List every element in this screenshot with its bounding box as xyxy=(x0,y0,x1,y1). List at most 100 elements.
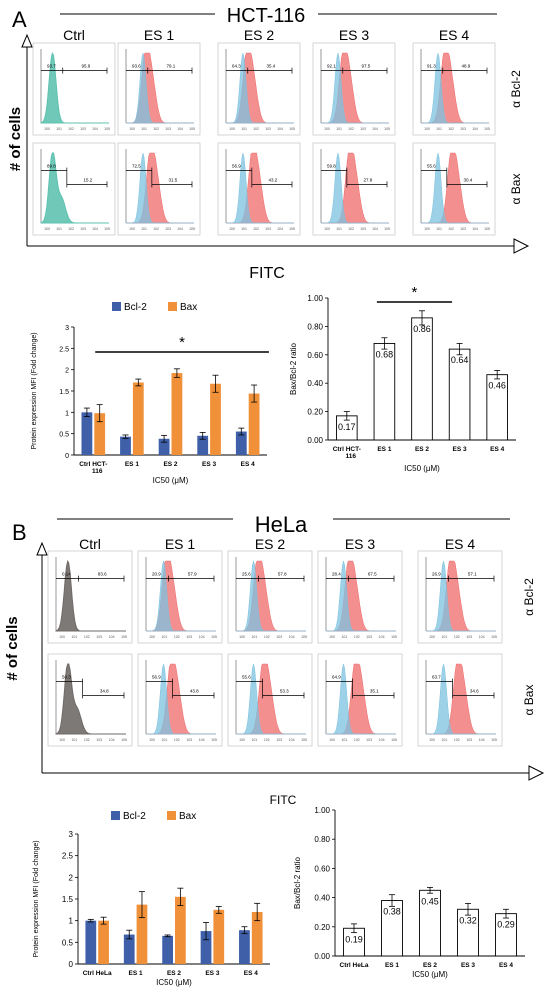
histogram-tick-label: 104 xyxy=(92,127,98,131)
category-label: ES 1 xyxy=(385,962,399,969)
histogram-tick-label: 101 xyxy=(336,127,342,131)
data-label: 0.38 xyxy=(383,907,401,917)
histogram-tick-label: 100 xyxy=(59,738,65,742)
x-axis-label: IC50 (μM) xyxy=(412,970,448,979)
category-label: ES 4 xyxy=(499,962,513,969)
gate-value: 50.3 xyxy=(62,675,71,680)
histogram-tick-label: 102 xyxy=(84,635,90,639)
histogram-tick-label: 105 xyxy=(484,127,490,131)
histogram-tick-label: 102 xyxy=(174,738,180,742)
bar-bax xyxy=(175,896,186,964)
y-tick-label: 2 xyxy=(69,873,74,882)
histogram-tick-label: 104 xyxy=(472,227,478,231)
category-label: ES 3 xyxy=(461,962,475,969)
gate-value: 55.6 xyxy=(427,164,436,169)
y-axis-label: Bax/Bcl-2 ratio xyxy=(289,342,298,395)
data-label: 0.86 xyxy=(413,324,431,334)
histogram-tick-label: 104 xyxy=(372,227,378,231)
y-tick-label: 2.5 xyxy=(59,346,69,353)
histogram-tick-label: 101 xyxy=(241,127,247,131)
histogram-tick-label: 100 xyxy=(324,127,330,131)
histogram-cell: 100 101 102 103 104 105 50.3 34.8 xyxy=(47,653,133,747)
gate-value-right: 57.8 xyxy=(278,572,287,577)
histogram-cell: 100 101 102 103 104 105 72.5 31.5 xyxy=(117,142,201,236)
histogram-cell: 100 101 102 103 104 105 0.14 83.6 xyxy=(47,550,133,644)
histogram-tick-label: 102 xyxy=(253,227,259,231)
y-tick-label: 0.20 xyxy=(307,408,323,417)
histogram-cell: 100 101 102 103 104 105 91.3 48.9 xyxy=(412,42,496,136)
gate-value: 64.9 xyxy=(332,675,341,680)
x-axis-title: FITC xyxy=(249,265,285,282)
histogram-tick-label: 101 xyxy=(441,635,447,639)
histogram-tick-label: 103 xyxy=(165,227,171,231)
histogram-tick-label: 104 xyxy=(379,635,385,639)
histogram-tick-label: 102 xyxy=(448,127,454,131)
histogram-tick-label: 100 xyxy=(44,127,50,131)
gate-value-right: 30.4 xyxy=(464,177,473,182)
histogram-tick-label: 105 xyxy=(289,127,295,131)
histogram-cell: 100 101 102 103 104 105 93.6 79.1 xyxy=(117,42,201,136)
histogram-tick-label: 100 xyxy=(424,127,430,131)
histogram-tick-label: 101 xyxy=(141,127,147,131)
histogram-tick-label: 102 xyxy=(454,635,460,639)
y-tick-label: 0.00 xyxy=(314,952,330,961)
column-label-es3: ES 3 xyxy=(339,27,370,43)
control-histogram xyxy=(55,663,126,735)
category-label: ES 1 xyxy=(377,446,391,453)
histogram-tick-label: 103 xyxy=(366,635,372,639)
histogram-cell: 100 101 102 103 104 105 93.7 95.9 xyxy=(32,42,116,136)
bar-bcl2 xyxy=(81,412,93,455)
y-tick-label: 2.5 xyxy=(62,852,74,861)
histogram-tick-label: 103 xyxy=(165,127,171,131)
histogram-tick-label: 105 xyxy=(189,227,195,231)
bar-bcl2 xyxy=(162,935,173,964)
data-label: 0.68 xyxy=(376,349,394,359)
histogram-cell: 100 101 102 103 104 105 64.9 35.1 xyxy=(317,653,403,747)
histogram-tick-label: 103 xyxy=(276,738,282,742)
bar-ratio xyxy=(411,317,433,441)
histogram-tick-label: 102 xyxy=(68,127,74,131)
control-histogram xyxy=(55,559,126,632)
legend-label: Bax xyxy=(179,811,196,822)
histogram-tick-label: 105 xyxy=(384,127,390,131)
histogram-tick-label: 103 xyxy=(96,738,102,742)
category-label: Ctrl HCT-116 xyxy=(79,461,107,475)
gate-value-right: 67.5 xyxy=(368,572,377,577)
histogram-tick-label: 102 xyxy=(264,635,270,639)
column-label-es1: ES 1 xyxy=(165,536,196,552)
histogram-tick-label: 101 xyxy=(341,738,347,742)
histogram-tick-label: 105 xyxy=(484,227,490,231)
histogram-tick-label: 103 xyxy=(186,635,192,639)
histogram-cell: 100 101 102 103 104 105 28.4 67.5 xyxy=(317,550,403,644)
data-label: 0.46 xyxy=(488,381,506,391)
histogram-tick-label: 100 xyxy=(149,738,155,742)
x-axis-arrow-icon xyxy=(513,238,530,254)
histogram-tick-label: 105 xyxy=(391,635,397,639)
gate-value-right: 34.8 xyxy=(100,688,109,693)
gate-value-right: 57.1 xyxy=(468,572,477,577)
gate-value: 92.1 xyxy=(327,64,336,69)
gate-value-right: 97.5 xyxy=(361,64,370,69)
gate-value: 20.9 xyxy=(152,572,161,577)
histogram-cell: 100 101 102 103 104 105 63.7 34.6 xyxy=(417,653,503,747)
histogram-tick-label: 104 xyxy=(472,127,478,131)
gate-value-right: 43.2 xyxy=(269,177,278,182)
histogram-tick-label: 105 xyxy=(491,635,497,639)
y-tick-label: 3 xyxy=(69,830,74,839)
histogram-tick-label: 100 xyxy=(329,635,335,639)
category-label: Ctrl HCT-116 xyxy=(333,446,361,460)
column-label-es1: ES 1 xyxy=(144,27,175,43)
histogram-tick-label: 105 xyxy=(391,738,397,742)
data-label: 0.64 xyxy=(451,355,469,365)
histogram-cell: 100 101 102 103 104 105 92.1 97.5 xyxy=(312,42,396,136)
y-axis-label: Protein expression MFI (Fold change) xyxy=(33,840,40,957)
category-label: ES 4 xyxy=(241,461,255,468)
histogram-tick-label: 100 xyxy=(229,227,235,231)
panel-a-cell-line: HCT-116 xyxy=(227,5,306,27)
histogram-tick-label: 103 xyxy=(360,227,366,231)
histogram-cell: 100 101 102 103 104 105 26.9 57.1 xyxy=(417,550,503,644)
column-label-ctrl: Ctrl xyxy=(63,27,85,43)
histogram-tick-label: 105 xyxy=(121,738,127,742)
gate-value: 91.3 xyxy=(427,64,436,69)
histogram-tick-label: 102 xyxy=(348,127,354,131)
